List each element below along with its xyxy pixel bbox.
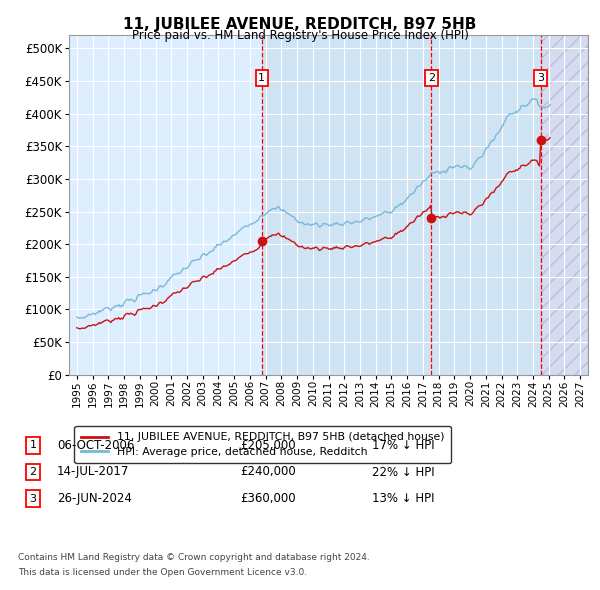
Text: 22% ↓ HPI: 22% ↓ HPI bbox=[372, 466, 434, 478]
Bar bbox=[262, 35, 541, 375]
Text: Price paid vs. HM Land Registry's House Price Index (HPI): Price paid vs. HM Land Registry's House … bbox=[131, 30, 469, 42]
Legend: 11, JUBILEE AVENUE, REDDITCH, B97 5HB (detached house), HPI: Average price, deta: 11, JUBILEE AVENUE, REDDITCH, B97 5HB (d… bbox=[74, 426, 451, 463]
Text: £240,000: £240,000 bbox=[240, 466, 296, 478]
Text: 1: 1 bbox=[29, 441, 37, 450]
Text: 1: 1 bbox=[259, 73, 265, 83]
Text: Contains HM Land Registry data © Crown copyright and database right 2024.: Contains HM Land Registry data © Crown c… bbox=[18, 553, 370, 562]
Text: 26-JUN-2024: 26-JUN-2024 bbox=[57, 492, 132, 505]
Text: 2: 2 bbox=[428, 73, 435, 83]
Text: £360,000: £360,000 bbox=[240, 492, 296, 505]
Text: 17% ↓ HPI: 17% ↓ HPI bbox=[372, 439, 434, 452]
Text: 14-JUL-2017: 14-JUL-2017 bbox=[57, 466, 130, 478]
Text: 13% ↓ HPI: 13% ↓ HPI bbox=[372, 492, 434, 505]
Text: £205,000: £205,000 bbox=[240, 439, 296, 452]
Text: 11, JUBILEE AVENUE, REDDITCH, B97 5HB: 11, JUBILEE AVENUE, REDDITCH, B97 5HB bbox=[124, 17, 476, 31]
Bar bbox=[541, 35, 588, 375]
Text: This data is licensed under the Open Government Licence v3.0.: This data is licensed under the Open Gov… bbox=[18, 568, 307, 577]
Text: 3: 3 bbox=[537, 73, 544, 83]
Text: 3: 3 bbox=[29, 494, 37, 503]
Text: 06-OCT-2006: 06-OCT-2006 bbox=[57, 439, 134, 452]
Text: 2: 2 bbox=[29, 467, 37, 477]
